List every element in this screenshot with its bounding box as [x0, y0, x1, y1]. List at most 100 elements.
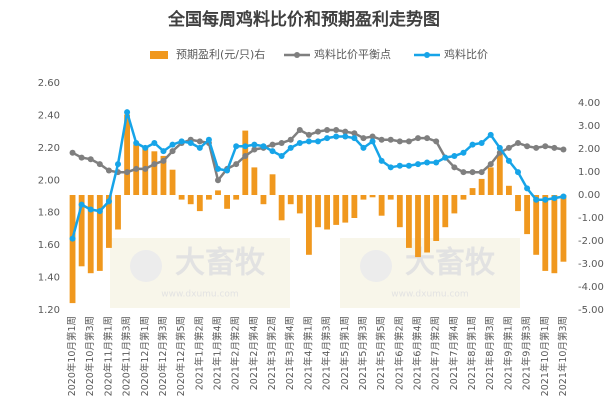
point — [69, 235, 76, 242]
bar — [151, 151, 158, 195]
point — [205, 136, 212, 143]
point — [142, 144, 149, 151]
point — [369, 133, 376, 140]
point — [233, 143, 240, 150]
point — [405, 138, 412, 145]
point — [242, 152, 249, 159]
x-tick-label: 2021年6月第2周 — [393, 316, 405, 390]
x-tick-label: 2021年9月第1周 — [502, 316, 514, 390]
x-tick-label: 2021年3月第2周 — [266, 316, 278, 390]
point — [560, 193, 567, 200]
point — [515, 169, 521, 176]
bar — [233, 195, 240, 200]
point — [342, 128, 349, 135]
bar — [206, 195, 212, 200]
point — [224, 167, 231, 174]
watermark-url: www.dxumu.com — [161, 290, 238, 300]
x-tick-label: 2020年10月第3周 — [84, 316, 96, 396]
legend-swatch — [150, 51, 168, 59]
point — [169, 148, 176, 155]
point — [387, 136, 394, 143]
bar — [187, 195, 194, 205]
point — [305, 131, 312, 138]
point — [551, 195, 558, 202]
point — [69, 149, 76, 156]
point — [496, 144, 503, 151]
point — [278, 139, 285, 146]
y2-tick-label: 4.00 — [578, 98, 600, 109]
point — [78, 154, 85, 161]
bar — [369, 195, 376, 198]
y2-tick-label: -3.00 — [578, 259, 604, 270]
x-tick-label: 2021年3月第4周 — [284, 316, 296, 390]
bar — [251, 167, 258, 195]
point — [487, 131, 494, 138]
x-tick-label: 2020年11月第1周 — [102, 316, 114, 396]
point — [433, 159, 440, 166]
y2-tick-label: -1.00 — [578, 213, 604, 224]
watermark-logo — [360, 250, 392, 282]
point — [542, 196, 549, 203]
point — [405, 162, 412, 169]
point — [151, 139, 158, 146]
point — [351, 135, 358, 142]
point — [524, 185, 531, 192]
bar — [433, 195, 440, 241]
bar — [478, 178, 485, 195]
point — [342, 133, 349, 140]
bar — [278, 195, 285, 221]
x-tick-label: 2021年6月第4周 — [412, 316, 424, 390]
legend-label: 预期盈利(元/只)右 — [176, 47, 265, 61]
point — [215, 177, 221, 184]
point — [160, 148, 167, 155]
bar — [560, 195, 567, 262]
point — [378, 157, 385, 164]
point — [505, 144, 512, 151]
point — [469, 169, 476, 176]
bar — [106, 195, 112, 248]
point — [151, 161, 158, 168]
y2-tick-label: 3.00 — [578, 121, 600, 132]
bar — [469, 188, 476, 195]
point — [551, 144, 558, 151]
point — [533, 196, 540, 203]
bar — [551, 195, 558, 274]
point — [415, 135, 421, 142]
bar — [315, 195, 321, 228]
point — [369, 138, 376, 145]
bar — [178, 195, 185, 200]
point — [460, 149, 467, 156]
bar — [378, 195, 385, 216]
x-tick-label: 2020年10月第1周 — [66, 316, 78, 396]
watermark-logo — [130, 250, 162, 282]
point — [251, 146, 258, 153]
point — [233, 161, 240, 168]
bar — [224, 195, 230, 209]
bar — [242, 130, 249, 195]
bar — [424, 195, 430, 253]
point — [387, 164, 394, 171]
bar — [360, 195, 367, 200]
bar — [451, 195, 458, 214]
point — [469, 141, 476, 148]
y-tick-label: 1.60 — [38, 240, 60, 251]
point — [260, 143, 267, 150]
point — [360, 135, 367, 142]
point — [424, 159, 431, 166]
point — [324, 135, 331, 142]
y-tick-label: 2.00 — [38, 175, 60, 186]
bar — [324, 195, 330, 230]
bar — [496, 153, 503, 195]
point — [296, 127, 303, 134]
bar — [296, 195, 303, 214]
x-tick-label: 2020年12月第5周 — [175, 316, 187, 396]
point — [269, 141, 276, 148]
y-tick-label: 1.80 — [38, 208, 60, 219]
point — [178, 138, 185, 145]
x-tick-label: 2021年10月第1周 — [539, 316, 551, 396]
x-tick-label: 2021年2月第2周 — [230, 316, 242, 390]
x-tick-label: 2021年1月第4周 — [212, 316, 224, 390]
point — [433, 138, 440, 145]
point — [105, 167, 112, 174]
bar — [524, 195, 530, 235]
